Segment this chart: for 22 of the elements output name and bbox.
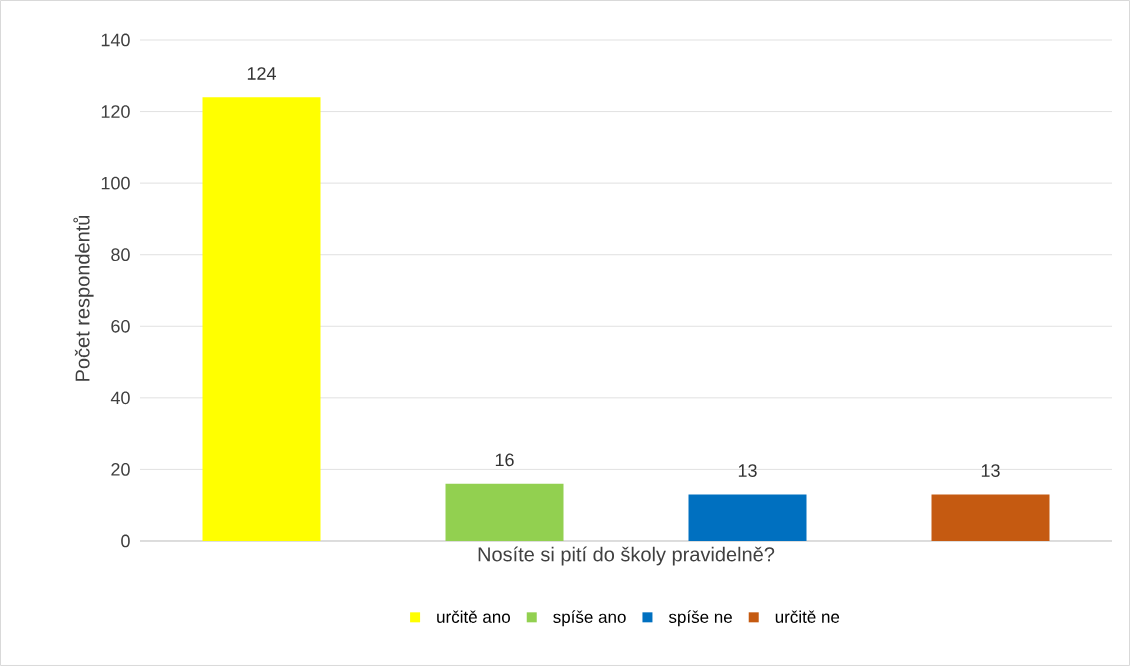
y-tick-label: 60	[111, 319, 130, 333]
y-tick-label: 80	[111, 248, 130, 262]
legend-label: určitě ano	[437, 610, 510, 623]
y-tick-label: 40	[110, 391, 130, 405]
bar	[931, 494, 1050, 541]
y-tick-label: 120	[101, 105, 130, 118]
y-tick-label: 0	[121, 534, 130, 548]
y-tick-label: 20	[111, 463, 130, 476]
legend-label: spíše ano	[553, 610, 626, 627]
data-label: 124	[247, 67, 276, 80]
bar	[202, 97, 321, 541]
data-label: 16	[495, 453, 514, 467]
bar	[688, 494, 807, 541]
data-label: 13	[738, 464, 757, 477]
x-tick-label: Nosíte si pití do školy pravidelně?	[478, 546, 775, 566]
bar	[445, 483, 564, 541]
legend-label: určitě ne	[775, 610, 840, 623]
y-tick-label: 100	[101, 176, 130, 190]
y-axis-title: Počet respondentů	[73, 215, 94, 381]
data-label: 13	[981, 464, 1000, 477]
y-tick-label: 140	[101, 33, 130, 47]
legend-label: spíše ne	[668, 610, 732, 627]
